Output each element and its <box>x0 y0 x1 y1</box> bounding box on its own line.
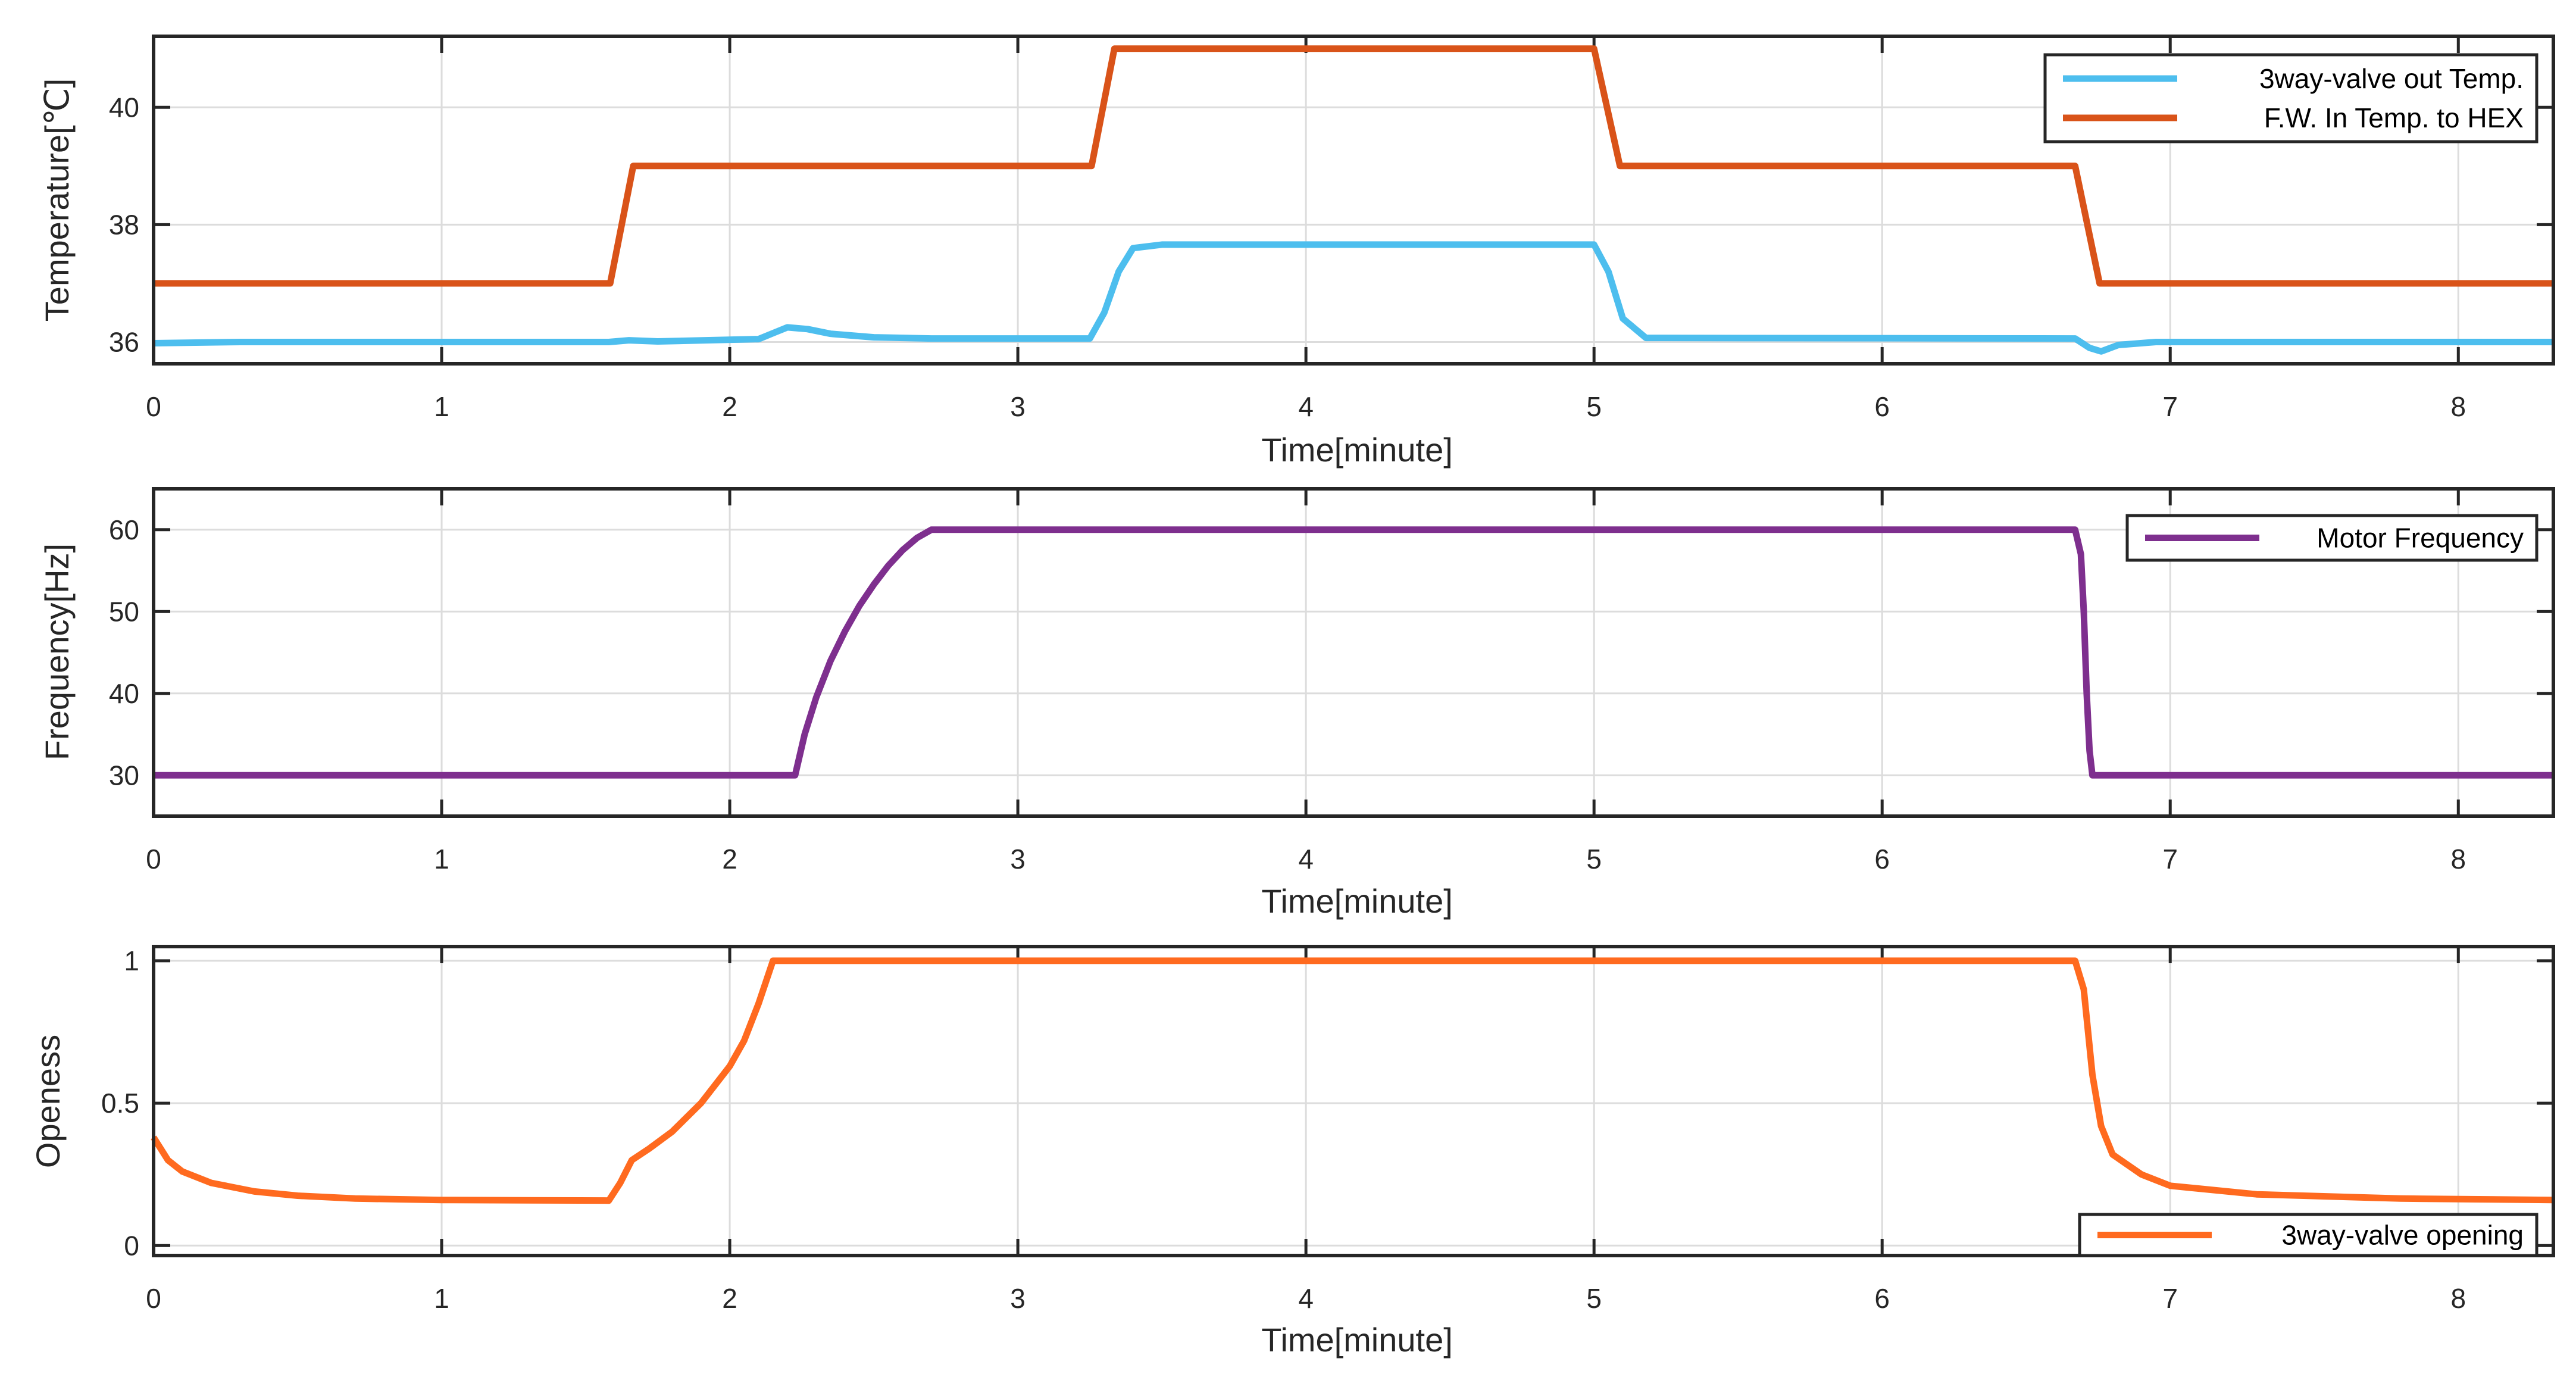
legend-label: Motor Frequency <box>2316 523 2524 554</box>
x-tick-label: 0 <box>146 1283 161 1314</box>
y-tick-label: 50 <box>109 596 139 627</box>
y-tick-label: 0.5 <box>101 1088 139 1119</box>
x-tick-label: 8 <box>2450 391 2466 422</box>
x-axis-label: Time[minute] <box>1261 1321 1453 1359</box>
plot-frame <box>152 487 2555 818</box>
x-tick-label: 6 <box>1874 844 1890 875</box>
x-tick-label: 7 <box>2162 844 2178 875</box>
opening-panel: Time[minute] Openess 0 1 2 3 4 5 6 7 8 0 0.5 1 3way-… <box>29 945 2555 1359</box>
x-tick-label: 1 <box>434 1283 449 1314</box>
legend: 3way-valve out Temp. F.W. In Temp. to HEX <box>2043 53 2539 143</box>
y-tick-label: 40 <box>109 92 139 123</box>
x-tick-label: 2 <box>722 844 737 875</box>
y-tick-label: 30 <box>109 760 139 791</box>
x-tick-label: 7 <box>2162 391 2178 422</box>
y-tick-label: 0 <box>124 1230 139 1261</box>
y-axis-label: Temperature[℃] <box>38 79 76 321</box>
x-tick-label: 5 <box>1586 844 1602 875</box>
y-axis-label: Openess <box>29 1035 67 1168</box>
x-tick-label: 1 <box>434 391 449 422</box>
series-line-2 <box>154 45 2553 287</box>
x-tick-label: 0 <box>146 844 161 875</box>
legend: 3way-valve opening <box>2078 1213 2539 1257</box>
grid <box>152 947 2553 1256</box>
legend-box <box>2043 53 2539 143</box>
x-tick-label: 3 <box>1010 1283 1026 1314</box>
legend-label: F.W. In Temp. to HEX <box>2264 102 2524 133</box>
temperature-panel: Time[minute] Temperature[℃] 0 1 2 3 4 5 6 7 8 36 3… <box>38 35 2555 469</box>
legend: Motor Frequency <box>2125 514 2539 562</box>
series-line-1 <box>151 957 2554 1204</box>
y-tick-label: 36 <box>109 327 139 358</box>
x-tick-label: 6 <box>1874 1283 1890 1314</box>
plot-frame <box>152 945 2555 1257</box>
x-axis-label: Time[minute] <box>1261 431 1453 469</box>
x-tick-label: 6 <box>1874 391 1890 422</box>
x-tick-label: 3 <box>1010 844 1026 875</box>
x-tick-label: 4 <box>1298 1283 1314 1314</box>
y-tick-label: 60 <box>109 514 139 545</box>
y-tick-label: 40 <box>109 678 139 709</box>
x-tick-label: 5 <box>1586 1283 1602 1314</box>
plot-frame <box>152 35 2555 366</box>
x-axis-label: Time[minute] <box>1261 882 1453 920</box>
x-tick-label: 7 <box>2162 1283 2178 1314</box>
legend-label: 3way-valve out Temp. <box>2259 63 2524 94</box>
x-tick-label: 4 <box>1298 391 1314 422</box>
x-tick-label: 3 <box>1010 391 1026 422</box>
x-tick-label: 8 <box>2450 1283 2466 1314</box>
x-tick-label: 5 <box>1586 391 1602 422</box>
x-tick-label: 8 <box>2450 844 2466 875</box>
x-tick-label: 2 <box>722 391 737 422</box>
legend-box <box>2125 514 2539 562</box>
x-tick-label: 1 <box>434 844 449 875</box>
y-axis-label: Frequency[Hz] <box>38 544 76 760</box>
y-tick-label: 1 <box>124 945 139 976</box>
series-line-1 <box>154 526 2553 779</box>
x-tick-label: 4 <box>1298 844 1314 875</box>
frequency-panel: Time[minute] Frequency[Hz] 0 1 2 3 4 5 6 7 8 30 40… <box>38 487 2555 920</box>
x-tick-label: 0 <box>146 391 161 422</box>
series-line-1 <box>153 241 2553 355</box>
y-tick-label: 38 <box>109 209 139 240</box>
legend-label: 3way-valve opening <box>2281 1220 2524 1251</box>
x-tick-label: 2 <box>722 1283 737 1314</box>
